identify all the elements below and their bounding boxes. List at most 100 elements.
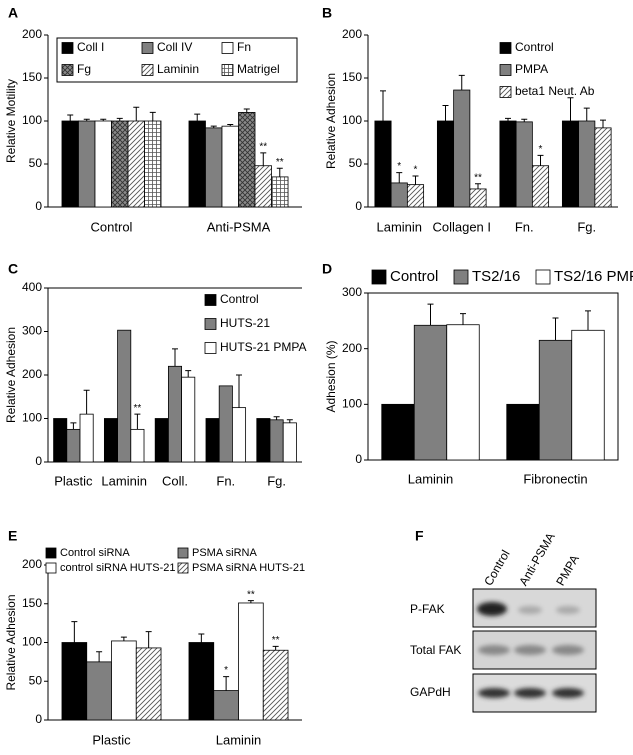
- error-bar: [272, 645, 279, 651]
- bar: [66, 428, 81, 463]
- lane-label: Control: [481, 548, 512, 589]
- y-tick-label: 200: [22, 557, 42, 571]
- error-bar: [67, 114, 74, 121]
- bar: [61, 642, 88, 721]
- bar: [61, 120, 79, 208]
- legend-label: Fg: [77, 62, 91, 76]
- x-tick-label: Laminin: [376, 219, 422, 234]
- y-tick-label: 100: [22, 635, 42, 649]
- legend-label: HUTS-21: [220, 316, 270, 330]
- legend-label: Control: [390, 268, 438, 285]
- legend-swatch: [204, 318, 217, 330]
- error-bar: [567, 97, 574, 121]
- bar: [538, 339, 573, 461]
- panel-label: B: [322, 5, 332, 21]
- bar: [515, 121, 533, 208]
- bar: [205, 127, 223, 208]
- legend-swatch: [221, 64, 234, 76]
- significance-label: *: [539, 144, 543, 155]
- legend-label: PSMA siRNA HUTS-21: [192, 562, 305, 574]
- bar: [188, 120, 206, 208]
- bar: [282, 422, 297, 463]
- error-bar: [537, 154, 544, 166]
- x-tick-label: Laminin: [408, 471, 454, 486]
- legend-swatch: [221, 42, 234, 54]
- significance-label: **: [259, 141, 267, 152]
- error-bar: [427, 303, 434, 326]
- y-tick-label: 400: [22, 280, 42, 294]
- band: [556, 606, 580, 614]
- error-bar: [70, 422, 77, 430]
- error-bar: [552, 317, 559, 341]
- y-axis-label: Adhesion (%): [324, 340, 338, 412]
- bar: [53, 418, 68, 463]
- bar: [238, 602, 264, 721]
- significance-label: **: [474, 172, 482, 183]
- y-tick-label: 200: [342, 341, 362, 355]
- legend-swatch: [499, 64, 512, 76]
- error-bar: [71, 621, 78, 643]
- bar: [111, 640, 137, 721]
- y-tick-label: 200: [342, 27, 362, 41]
- panel-label: E: [8, 528, 17, 544]
- legend-swatch: [141, 42, 154, 54]
- x-tick-label: Fn.: [216, 473, 235, 488]
- band: [514, 688, 546, 698]
- bar: [374, 120, 392, 208]
- error-bar: [600, 119, 606, 128]
- bar: [413, 324, 448, 461]
- x-tick-label: Control: [91, 219, 133, 234]
- bar: [167, 365, 183, 463]
- error-bar: [247, 600, 254, 603]
- bar: [499, 120, 517, 208]
- error-bar: [380, 90, 386, 121]
- error-bar: [412, 175, 419, 185]
- error-bar: [442, 105, 449, 121]
- error-bar: [276, 167, 283, 177]
- bar: [111, 120, 129, 208]
- y-tick-label: 0: [35, 454, 42, 468]
- legend-label: Control: [220, 292, 259, 306]
- legend-swatch: [177, 562, 189, 574]
- bar: [94, 120, 112, 208]
- bar: [213, 690, 239, 721]
- error-bar: [100, 118, 107, 121]
- y-tick-label: 200: [22, 367, 42, 381]
- bar: [469, 188, 487, 208]
- x-tick-label: Coll.: [162, 473, 188, 488]
- error-bar: [223, 676, 230, 691]
- error-bar: [145, 631, 152, 648]
- bar: [117, 329, 132, 463]
- y-axis-label: Relative Adhesion: [4, 327, 18, 423]
- legend-label: Coll IV: [157, 40, 192, 54]
- y-tick-label: 300: [22, 324, 42, 338]
- legend-swatch: [177, 547, 189, 559]
- band: [552, 688, 584, 698]
- error-bar: [505, 117, 511, 121]
- bar: [188, 642, 215, 721]
- bar: [254, 165, 272, 208]
- y-tick-label: 150: [22, 596, 42, 610]
- x-tick-label: Fg.: [267, 473, 286, 488]
- y-tick-label: 50: [349, 156, 363, 170]
- panel: D Adhesion (%) 0 100 200 300 Laminin Fibronecti…: [322, 261, 633, 487]
- band: [477, 602, 507, 616]
- legend-swatch: [535, 269, 551, 285]
- legend-swatch: [499, 42, 512, 54]
- bar: [578, 120, 596, 208]
- significance-label: **: [272, 635, 280, 646]
- x-tick-label: Anti-PSMA: [207, 219, 271, 234]
- legend-swatch: [141, 64, 154, 76]
- y-tick-label: 150: [22, 70, 42, 84]
- y-tick-label: 50: [29, 673, 43, 687]
- error-bar: [273, 416, 280, 420]
- band: [552, 645, 584, 655]
- legend-swatch: [45, 562, 57, 574]
- x-tick-label: Fg.: [577, 219, 596, 234]
- error-bar: [198, 633, 205, 643]
- y-tick-label: 0: [355, 199, 362, 213]
- error-bar: [460, 313, 466, 325]
- y-tick-label: 100: [22, 113, 42, 127]
- bar: [561, 120, 580, 208]
